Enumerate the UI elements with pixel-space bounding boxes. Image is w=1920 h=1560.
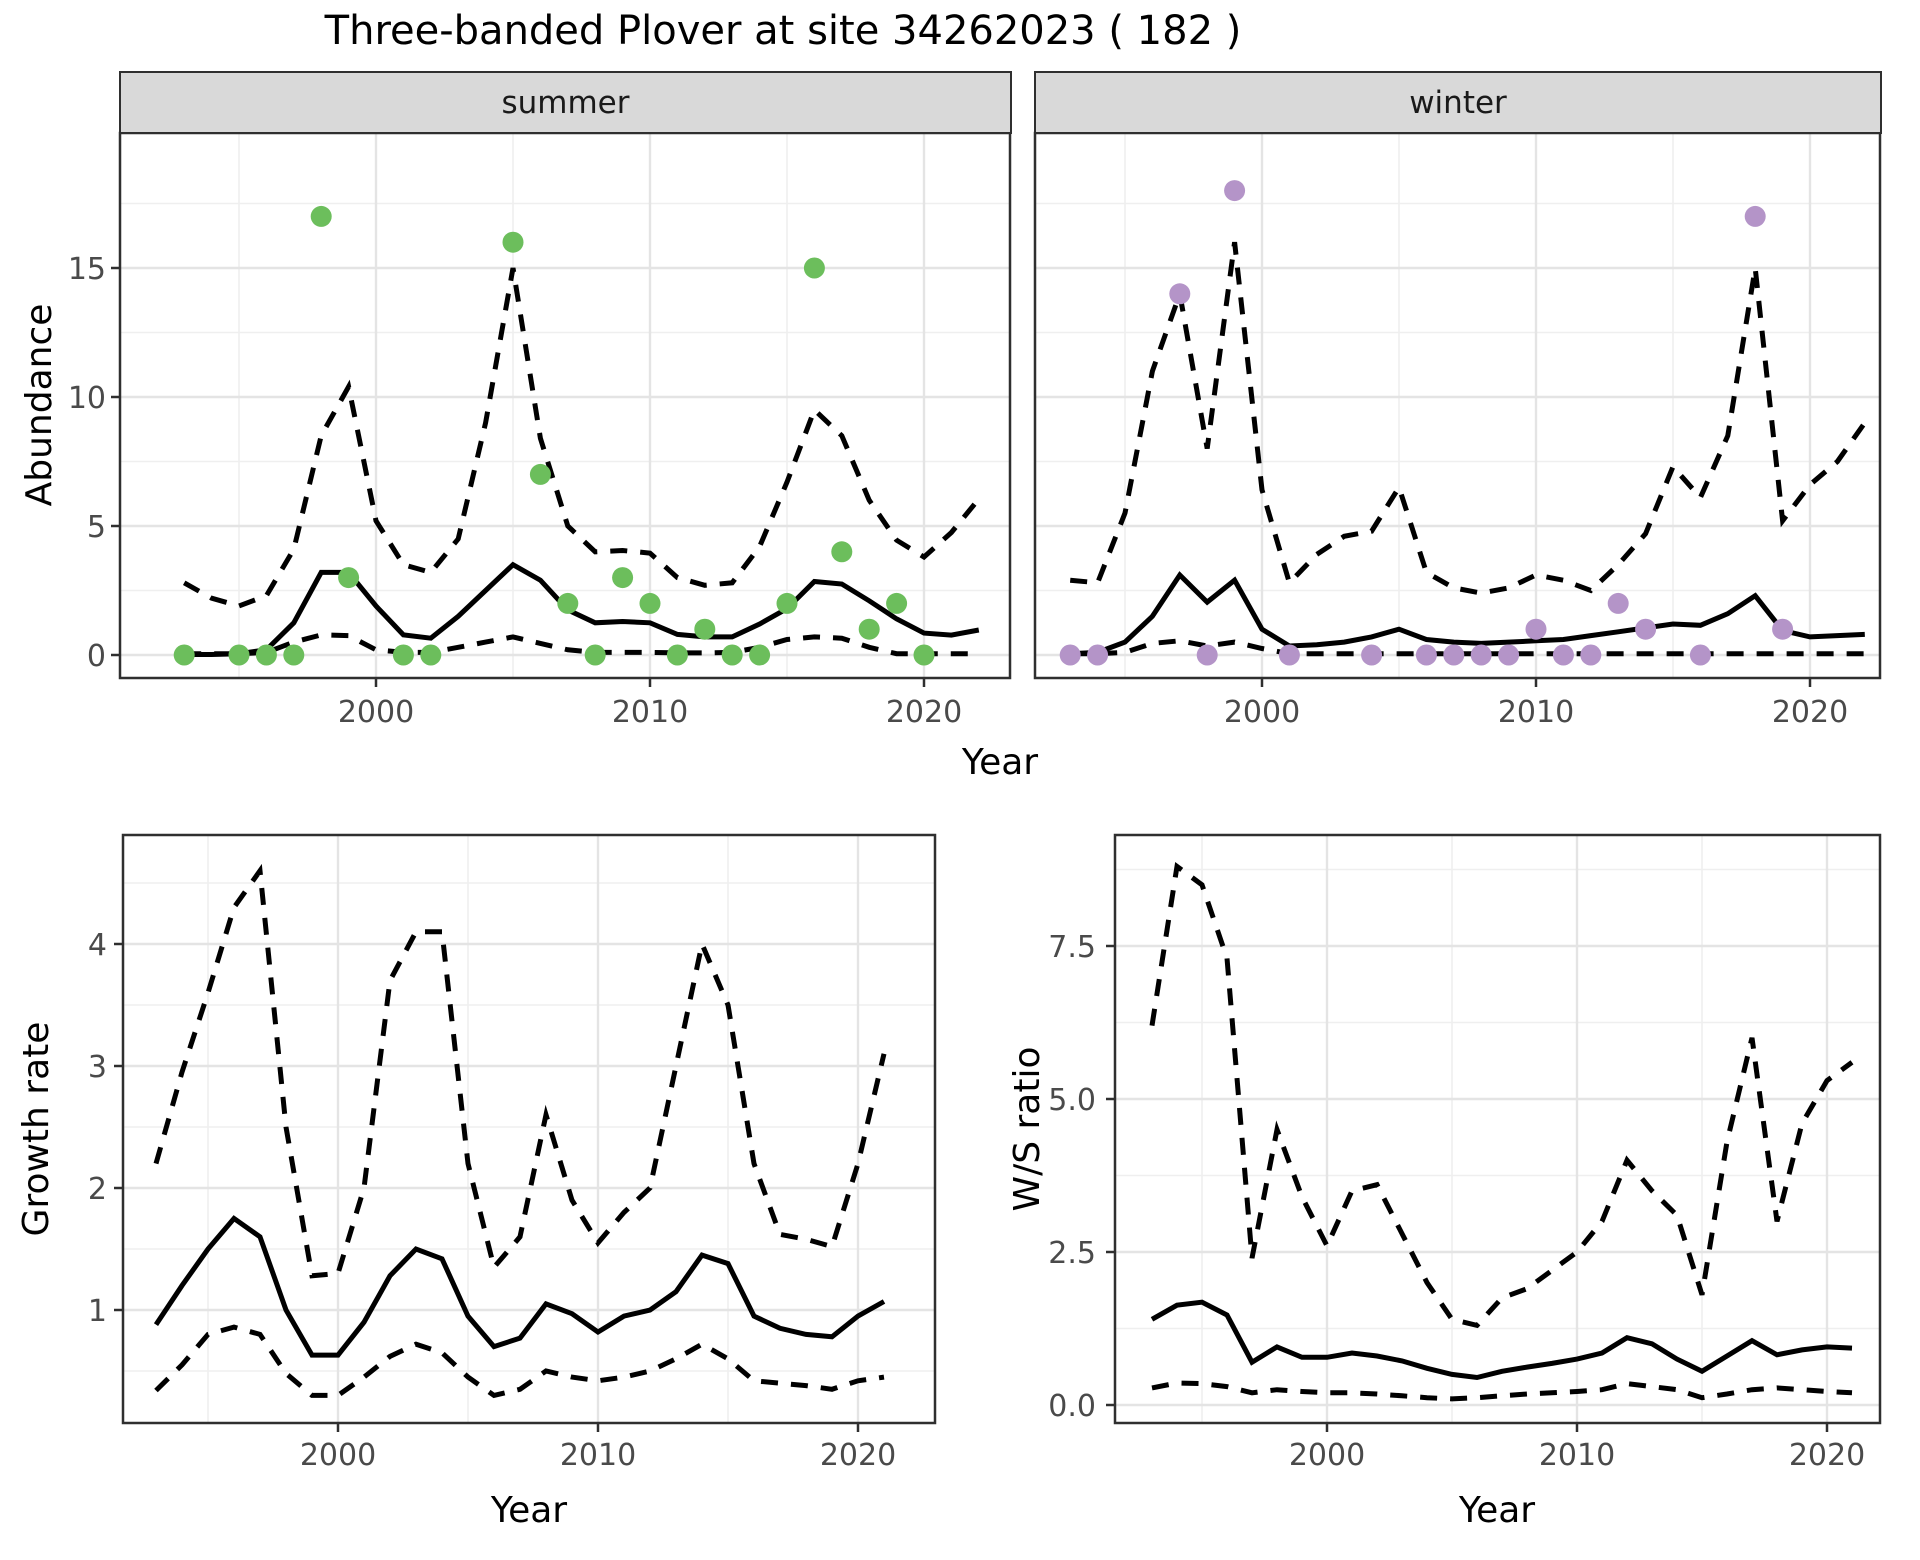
x-tick-label: 2010 — [560, 1438, 636, 1473]
ws-mean-line — [1150, 1299, 1853, 1381]
x-tick-label: 2020 — [820, 1438, 896, 1473]
y-axis-title-ws-ratio: W/S ratio — [1007, 1046, 1048, 1212]
y-tick-label: 0.0 — [1048, 1389, 1096, 1424]
facet-strip-winter-label: winter — [1409, 84, 1507, 121]
y-tick-label: 4 — [88, 928, 107, 963]
y-tick-label: 3 — [88, 1050, 107, 1085]
summer-data-point — [639, 592, 661, 614]
summer-data-point — [913, 644, 935, 666]
summer-data-point — [283, 644, 305, 666]
winter-mean-line — [1070, 571, 1865, 657]
summer-data-point — [338, 567, 360, 589]
summer-data-point — [831, 541, 853, 563]
x-axis-title-ws: Year — [1458, 1490, 1536, 1531]
summer-data-point — [529, 463, 551, 485]
x-tick-label: 2000 — [338, 695, 414, 730]
winter-data-point — [1772, 618, 1794, 640]
x-tick-label: 2000 — [1289, 1438, 1365, 1473]
y-axis-title-growth-rate: Growth rate — [16, 1021, 57, 1237]
winter-data-point — [1635, 618, 1657, 640]
x-axis-title-top: Year — [961, 742, 1039, 783]
summer-data-point — [392, 644, 414, 666]
plot-title: Three-banded Plover at site 34262023 ( 1… — [324, 8, 1242, 54]
x-tick-label: 2020 — [886, 695, 962, 730]
winter-data-point — [1443, 644, 1465, 666]
summer-data-point — [584, 644, 606, 666]
winter-data-point — [1224, 180, 1246, 202]
winter-data-point — [1169, 283, 1191, 305]
summer-data-point — [557, 592, 579, 614]
summer-mean-line — [184, 561, 980, 657]
x-tick-label: 2010 — [1498, 695, 1574, 730]
y-axis-title-abundance: Abundance — [19, 303, 60, 507]
x-tick-label: 2000 — [300, 1438, 376, 1473]
summer-data-point — [858, 618, 880, 640]
summer-data-point — [666, 644, 688, 666]
winter-data-point — [1689, 644, 1711, 666]
summer-data-point — [694, 618, 716, 640]
growth-lower_ci-line — [154, 1324, 885, 1399]
y-tick-label: 15 — [68, 252, 106, 287]
summer-lower_ci-line — [184, 632, 979, 657]
summer-data-point — [776, 592, 798, 614]
x-tick-label: 2010 — [612, 695, 688, 730]
winter-data-point — [1580, 644, 1602, 666]
winter-data-point — [1744, 205, 1766, 227]
panel-background-winter — [1035, 133, 1880, 678]
winter-data-point — [1415, 644, 1437, 666]
summer-data-point — [749, 644, 771, 666]
y-tick-label: 5.0 — [1048, 1083, 1096, 1118]
winter-data-point — [1525, 618, 1547, 640]
summer-data-point — [228, 644, 250, 666]
panel-background-summer — [120, 133, 1010, 678]
winter-data-point — [1196, 644, 1218, 666]
facet-strip-summer-label: summer — [501, 84, 630, 121]
summer-data-point — [255, 644, 277, 666]
summer-data-point — [721, 644, 743, 666]
winter-data-point — [1278, 644, 1300, 666]
winter-data-point — [1470, 644, 1492, 666]
x-tick-label: 2010 — [1539, 1438, 1615, 1473]
panel-border-growth — [121, 833, 937, 1425]
facet-strip-summer: summer — [119, 71, 1012, 134]
x-tick-label: 2000 — [1224, 695, 1300, 730]
winter-data-point — [1498, 644, 1520, 666]
x-tick-label: 2020 — [1789, 1438, 1865, 1473]
y-tick-label: 2.5 — [1048, 1236, 1096, 1271]
winter-data-point — [1087, 644, 1109, 666]
summer-upper_ci-line — [182, 267, 981, 609]
winter-data-point — [1361, 644, 1383, 666]
panel-border-ws — [1113, 833, 1882, 1425]
summer-data-point — [502, 231, 524, 253]
winter-lower_ci-line — [1070, 638, 1865, 657]
summer-data-point — [803, 257, 825, 279]
y-tick-label: 1 — [88, 1294, 107, 1329]
y-tick-label: 2 — [88, 1172, 107, 1207]
summer-data-point — [310, 205, 332, 227]
winter-data-point — [1552, 644, 1574, 666]
winter-data-point — [1607, 592, 1629, 614]
y-tick-label: 7.5 — [1048, 930, 1096, 965]
y-tick-label: 0 — [87, 639, 106, 674]
summer-data-point — [173, 644, 195, 666]
winter-upper_ci-line — [1069, 241, 1867, 596]
y-tick-label: 5 — [87, 510, 106, 545]
summer-data-point — [886, 592, 908, 614]
y-tick-label: 10 — [68, 381, 106, 416]
winter-data-point — [1059, 644, 1081, 666]
growth-upper_ci-line — [153, 863, 887, 1279]
x-tick-label: 2020 — [1772, 695, 1848, 730]
summer-data-point — [420, 644, 442, 666]
growth-mean-line — [153, 1215, 886, 1358]
x-axis-title-growth: Year — [490, 1490, 568, 1531]
facet-strip-winter: winter — [1034, 71, 1882, 134]
panel-background-ws — [1115, 835, 1880, 1423]
summer-data-point — [612, 567, 634, 589]
